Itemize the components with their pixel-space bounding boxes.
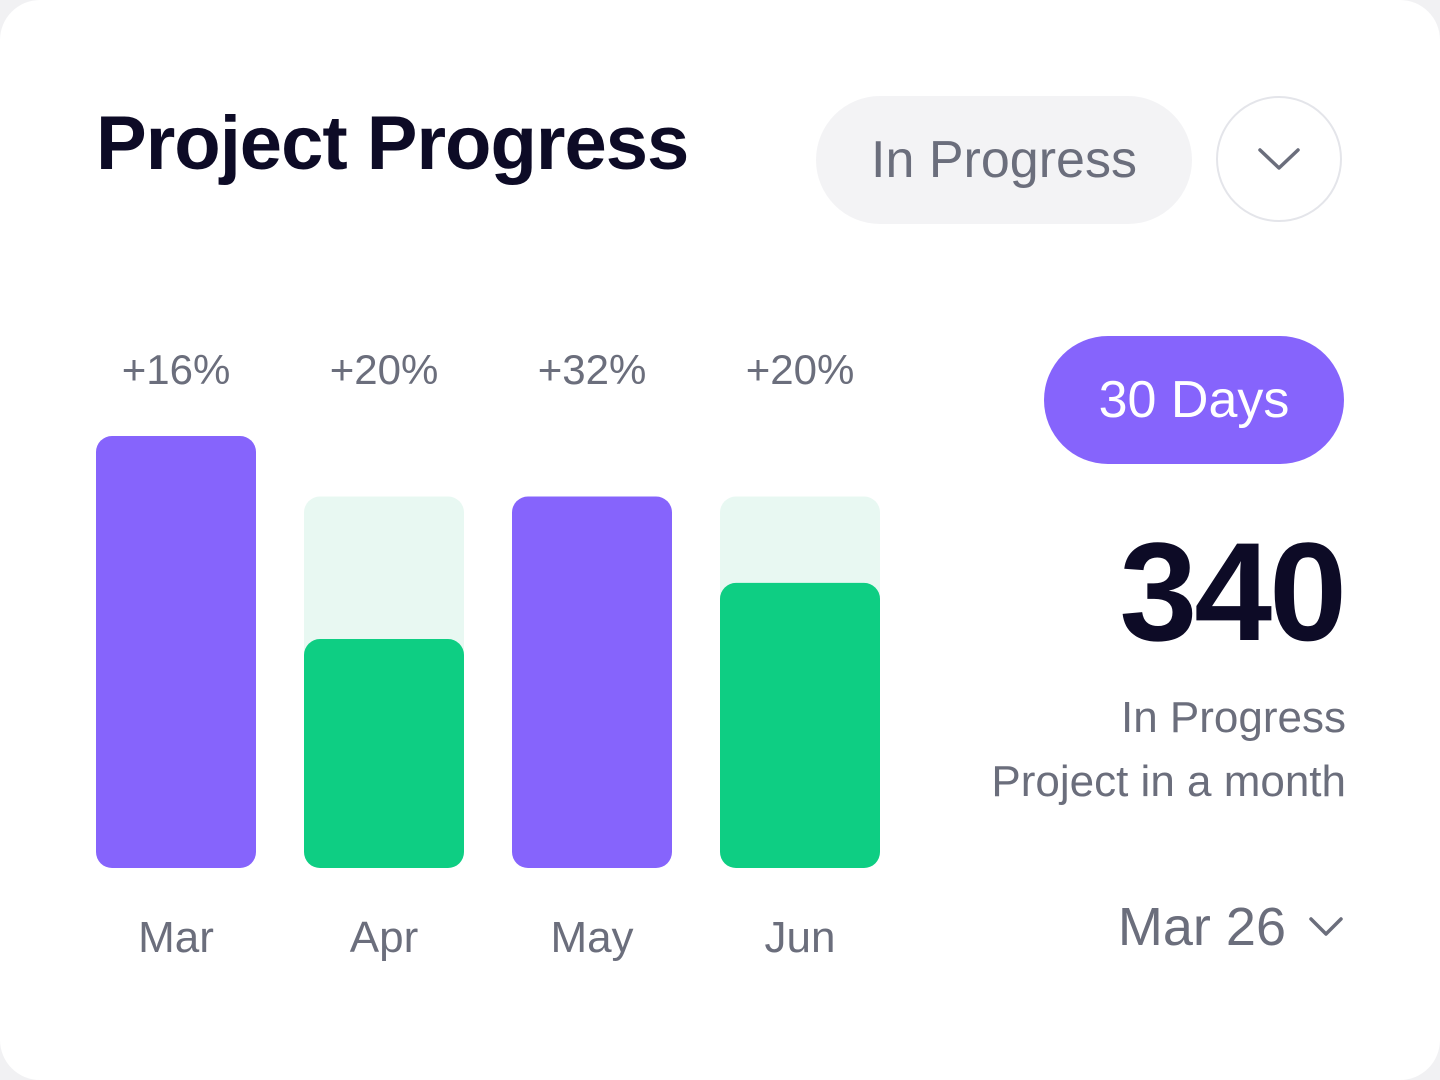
x-tick-mar: Mar <box>138 913 214 962</box>
data-label-apr: +20% <box>330 346 439 393</box>
project-count: 340 <box>1119 513 1347 670</box>
status-select[interactable]: In Progress <box>816 96 1192 224</box>
bar-apr <box>304 639 464 868</box>
page-title: Project Progress <box>96 101 689 186</box>
data-label-mar: +16% <box>122 346 231 393</box>
count-description-status: In Progress <box>1121 693 1346 742</box>
period-badge[interactable]: 30 Days <box>1044 336 1344 464</box>
bar-mar <box>96 436 256 868</box>
date-select-label: Mar 26 <box>1117 897 1286 957</box>
data-label-may: +32% <box>538 346 647 393</box>
status-dropdown-button[interactable] <box>1216 96 1342 222</box>
x-tick-jun: Jun <box>765 913 836 962</box>
chevron-down-icon <box>1258 148 1300 170</box>
count-description-period: Project in a month <box>991 757 1346 806</box>
date-select[interactable]: Mar 26 <box>1118 900 1344 954</box>
period-badge-label: 30 Days <box>1098 371 1290 429</box>
progress-bar-chart: +16% Mar +20% Apr +32% May +20% Jun <box>96 346 880 962</box>
status-select-label: In Progress <box>871 131 1137 189</box>
x-tick-apr: Apr <box>350 913 418 962</box>
bar-jun <box>720 582 880 868</box>
x-tick-may: May <box>550 913 633 962</box>
chevron-down-icon <box>1309 917 1343 936</box>
bar-may <box>512 496 672 868</box>
data-label-jun: +20% <box>746 346 855 393</box>
